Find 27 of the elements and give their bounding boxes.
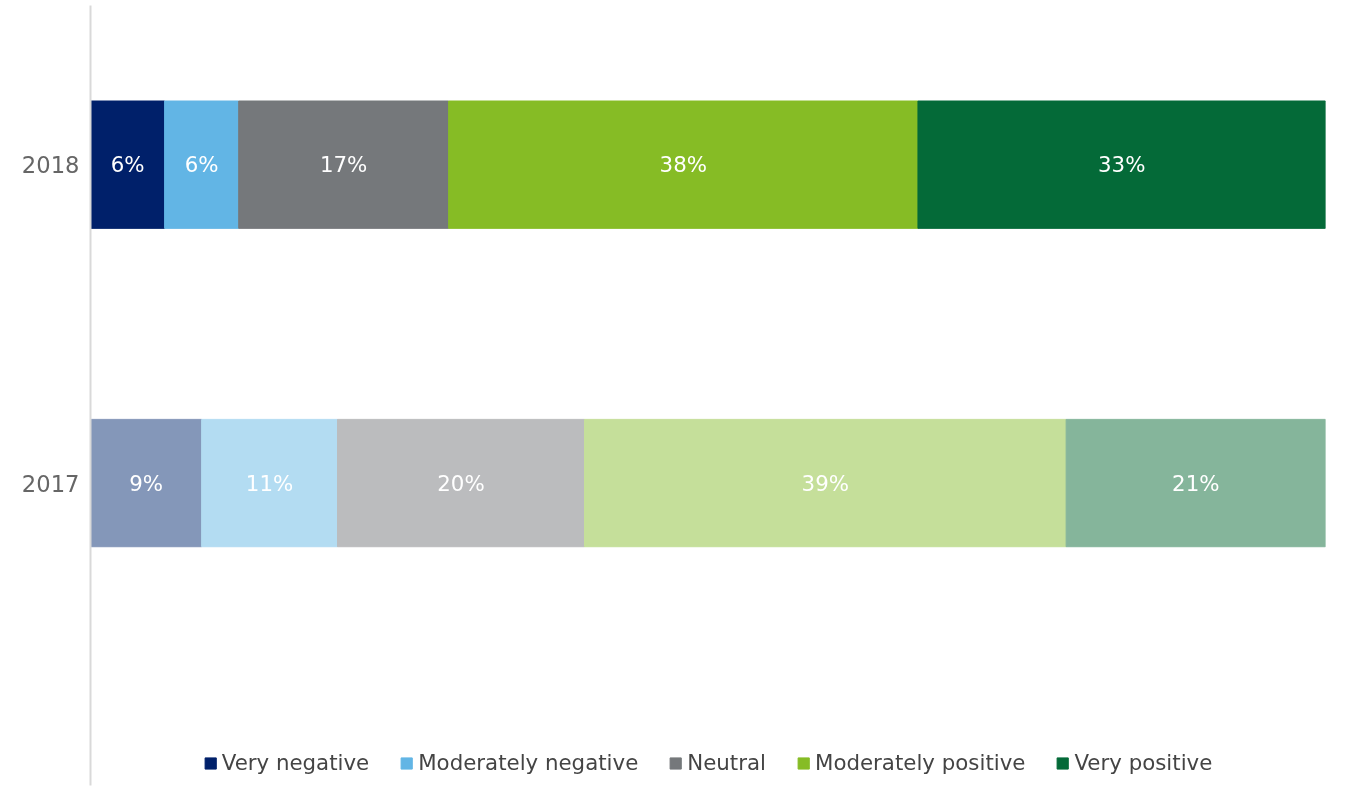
- bar: [238, 100, 450, 229]
- bar: [917, 100, 1326, 229]
- bar: [90, 100, 166, 229]
- bar: [448, 100, 919, 229]
- data-label: 6%: [184, 152, 219, 178]
- y-tick-label: 2017: [21, 470, 80, 497]
- bar: [337, 418, 585, 548]
- y-tick-label: 2018: [21, 152, 80, 179]
- bar: [584, 418, 1067, 548]
- data-label: 38%: [659, 152, 707, 178]
- legend-label: Very negative: [221, 750, 370, 775]
- legend-label: Very positive: [1074, 750, 1213, 775]
- data-label: 33%: [1098, 152, 1146, 178]
- data-label: 17%: [319, 152, 368, 178]
- legend-label: Neutral: [687, 750, 766, 775]
- legend-label: Moderately positive: [814, 750, 1026, 775]
- data-label: 20%: [437, 470, 485, 496]
- data-label: 11%: [245, 470, 294, 496]
- bar: [201, 418, 338, 548]
- bar: [1065, 418, 1326, 548]
- legend-label: Moderately negative: [418, 750, 639, 775]
- data-label: 9%: [129, 470, 163, 496]
- data-label: 21%: [1172, 470, 1220, 496]
- data-label: 39%: [801, 470, 850, 496]
- bar: [164, 100, 240, 229]
- data-label: 6%: [110, 152, 145, 178]
- bar: [90, 418, 203, 548]
